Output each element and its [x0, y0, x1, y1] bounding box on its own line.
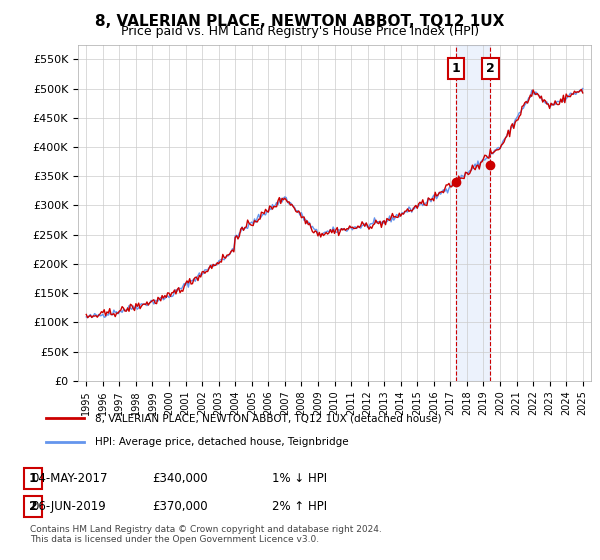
Text: Contains HM Land Registry data © Crown copyright and database right 2024.
This d: Contains HM Land Registry data © Crown c…	[30, 525, 382, 544]
Text: 1% ↓ HPI: 1% ↓ HPI	[272, 472, 328, 485]
Text: 2: 2	[486, 62, 495, 75]
Text: HPI: Average price, detached house, Teignbridge: HPI: Average price, detached house, Teig…	[95, 436, 349, 446]
Text: 2: 2	[29, 500, 37, 513]
Text: 1: 1	[29, 472, 37, 485]
Text: 1: 1	[452, 62, 460, 75]
Text: Price paid vs. HM Land Registry's House Price Index (HPI): Price paid vs. HM Land Registry's House …	[121, 25, 479, 38]
Text: 2% ↑ HPI: 2% ↑ HPI	[272, 500, 328, 513]
Text: 8, VALERIAN PLACE, NEWTON ABBOT, TQ12 1UX: 8, VALERIAN PLACE, NEWTON ABBOT, TQ12 1U…	[95, 14, 505, 29]
Text: 8, VALERIAN PLACE, NEWTON ABBOT, TQ12 1UX (detached house): 8, VALERIAN PLACE, NEWTON ABBOT, TQ12 1U…	[95, 413, 442, 423]
Text: 06-JUN-2019: 06-JUN-2019	[32, 500, 106, 513]
Bar	[456, 45, 490, 381]
Text: 04-MAY-2017: 04-MAY-2017	[31, 472, 107, 485]
Text: £370,000: £370,000	[152, 500, 208, 513]
Text: £340,000: £340,000	[152, 472, 208, 485]
